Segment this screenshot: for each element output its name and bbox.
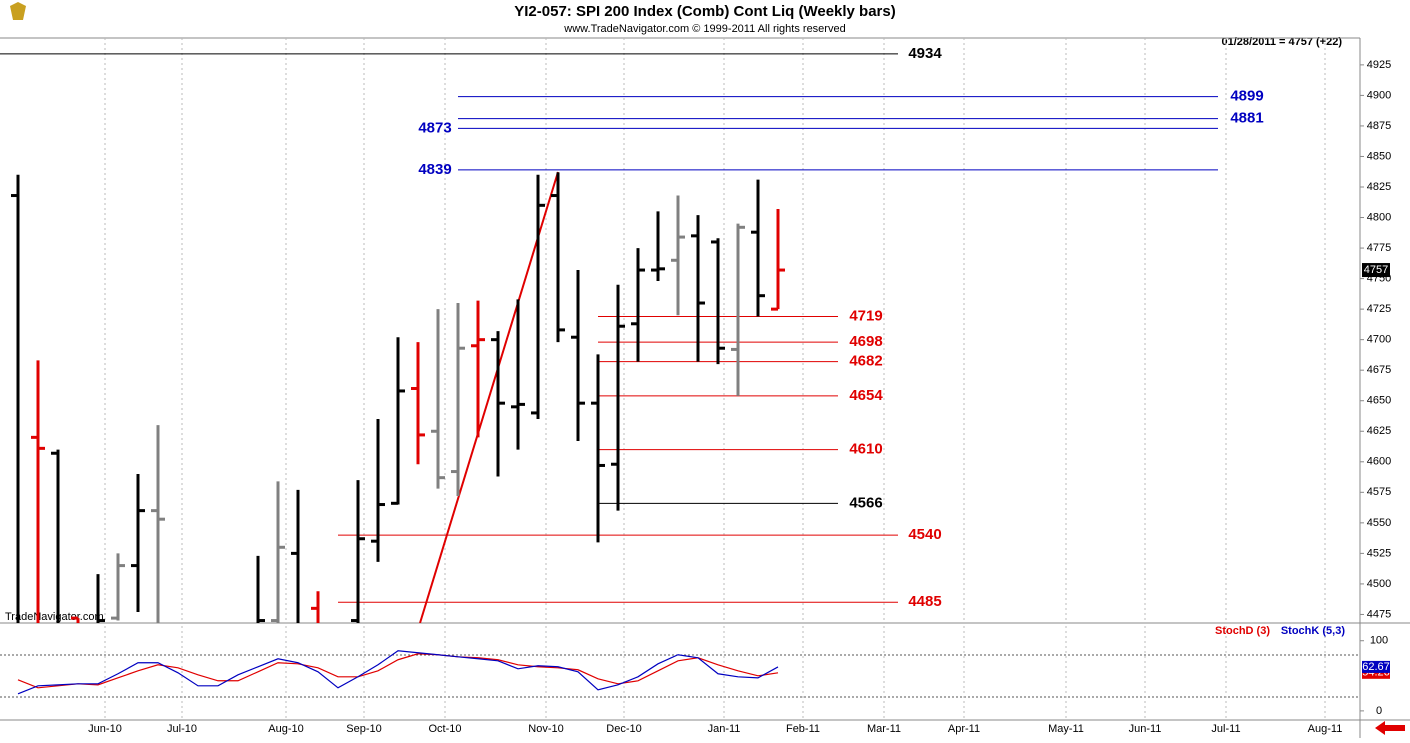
last-price: 4757	[1364, 264, 1388, 276]
level-label: 4540	[908, 526, 941, 543]
level-label: 4610	[849, 441, 882, 458]
y-tick-label: 100	[1370, 635, 1388, 647]
legend-entry: StochD (3)	[1215, 625, 1270, 637]
y-tick-label: 4525	[1367, 547, 1391, 559]
level-label: 4881	[1230, 110, 1263, 127]
x-tick-label: Jul-11	[1211, 723, 1240, 735]
last-value-box	[1362, 660, 1390, 673]
x-tick-label: Jun-10	[88, 723, 122, 735]
y-tick-label: 4650	[1367, 395, 1391, 407]
level-label: 4566	[849, 494, 882, 511]
last-value: 62.67	[1362, 661, 1390, 673]
trend-line	[419, 171, 559, 623]
quote: 01/28/2011 = 4757 (+22)	[1222, 36, 1343, 48]
y-tick-label: 4575	[1367, 486, 1391, 498]
level-label: 4485	[908, 593, 941, 610]
y-tick-label: 4875	[1367, 120, 1391, 132]
x-tick-label: Aug-11	[1308, 723, 1343, 735]
y-tick-label: 4625	[1367, 425, 1391, 437]
y-tick-label: 4600	[1367, 456, 1391, 468]
scroll-arrow[interactable]	[1375, 721, 1405, 735]
level-label: 4719	[849, 307, 882, 324]
x-tick-label: Feb-11	[786, 723, 820, 735]
watermark: TradeNavigator.com	[5, 611, 104, 623]
x-tick-label: Apr-11	[948, 723, 980, 735]
logo	[10, 2, 26, 20]
y-tick-label: 4775	[1367, 242, 1391, 254]
y-tick-label: 4925	[1367, 59, 1391, 71]
level-label: 4934	[908, 45, 942, 62]
y-tick-label: 4850	[1367, 150, 1391, 162]
legend-entry: StochK (5,3)	[1281, 625, 1346, 637]
level-label: 4698	[849, 333, 882, 350]
y-tick-label: 4725	[1367, 303, 1391, 315]
y-tick-label: 0	[1376, 705, 1382, 717]
y-tick-label: 4700	[1367, 334, 1391, 346]
level-label: 4839	[418, 161, 451, 178]
x-tick-label: Mar-11	[867, 723, 901, 735]
x-tick-label: Dec-10	[606, 723, 641, 735]
level-label: 4873	[418, 119, 451, 136]
y-tick-label: 4500	[1367, 578, 1391, 590]
x-tick-label: Jul-10	[167, 723, 197, 735]
subtitle: www.TradeNavigator.com © 1999-2011 All r…	[563, 23, 845, 35]
last-price-box	[1362, 263, 1390, 278]
x-tick-label: May-11	[1048, 723, 1084, 735]
stoch-line	[17, 650, 779, 695]
level-label: 4682	[849, 353, 882, 370]
y-tick-label: 4825	[1367, 181, 1391, 193]
x-tick-label: Jun-11	[1129, 723, 1162, 735]
stoch-line	[17, 653, 779, 689]
y-tick-label: 4475	[1367, 608, 1391, 620]
title: YI2-057: SPI 200 Index (Comb) Cont Liq (…	[514, 3, 895, 20]
x-tick-label: Nov-10	[528, 723, 563, 735]
y-tick-label: 4675	[1367, 364, 1391, 376]
x-tick-label: Aug-10	[268, 723, 303, 735]
y-tick-label: 4900	[1367, 89, 1391, 101]
x-tick-label: Sep-10	[346, 723, 381, 735]
level-label: 4899	[1230, 88, 1263, 105]
y-tick-label: 4800	[1367, 211, 1391, 223]
x-tick-label: Jan-11	[708, 723, 741, 735]
x-tick-label: Oct-10	[428, 723, 461, 735]
level-label: 4654	[849, 387, 883, 404]
y-tick-label: 4550	[1367, 517, 1391, 529]
